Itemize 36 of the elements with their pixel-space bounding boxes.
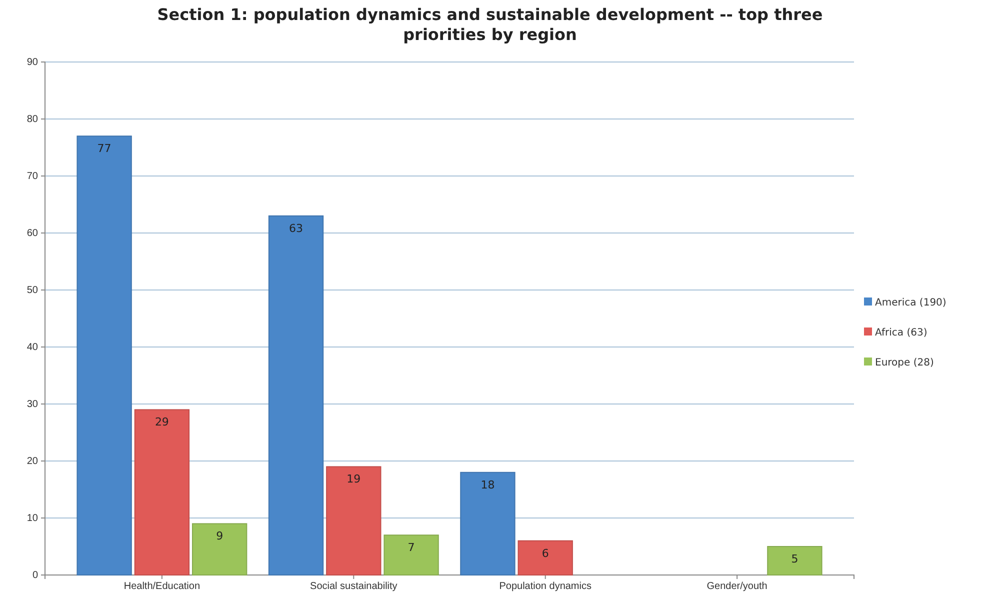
data-label: 9 (216, 530, 224, 543)
data-label: 5 (791, 552, 798, 566)
bar (192, 523, 248, 576)
bar (76, 136, 132, 576)
y-tick-label: 90 (26, 57, 38, 68)
x-tick-label: Social sustainability (310, 581, 398, 592)
data-label: 63 (289, 222, 304, 235)
y-tick-label: 20 (26, 456, 38, 468)
x-tick-label: Population dynamics (499, 581, 592, 592)
y-tick-label: 50 (26, 285, 38, 296)
data-label: 77 (97, 142, 112, 156)
y-tick-label: 0 (32, 570, 38, 582)
legend-label: America (190) (875, 298, 946, 308)
chart-title: Section 1: population dynamics and sustainable development -- top three priorities by region (157, 5, 823, 44)
bar (518, 540, 573, 576)
y-tick-label: 30 (26, 399, 38, 410)
y-tick-label: 80 (26, 114, 38, 126)
data-label: 18 (480, 478, 495, 492)
legend-label: Europe (28) (875, 358, 934, 368)
data-label: 6 (542, 546, 549, 560)
y-tick-label: 60 (26, 228, 38, 240)
legend-label: Africa (63) (875, 328, 928, 338)
bar (767, 546, 822, 576)
x-tick-label: Gender/youth (706, 581, 768, 592)
bar (268, 215, 324, 576)
data-label: 7 (408, 541, 415, 554)
data-label: 19 (346, 472, 361, 486)
y-tick-label: 10 (26, 513, 38, 524)
y-tick-label: 70 (26, 171, 38, 182)
x-tick-label: Health/Education (124, 581, 200, 592)
data-label: 29 (154, 416, 169, 429)
bar (460, 472, 516, 576)
y-tick-label: 40 (26, 342, 38, 354)
bar (384, 534, 439, 576)
bar (326, 466, 382, 576)
bar (134, 409, 190, 576)
